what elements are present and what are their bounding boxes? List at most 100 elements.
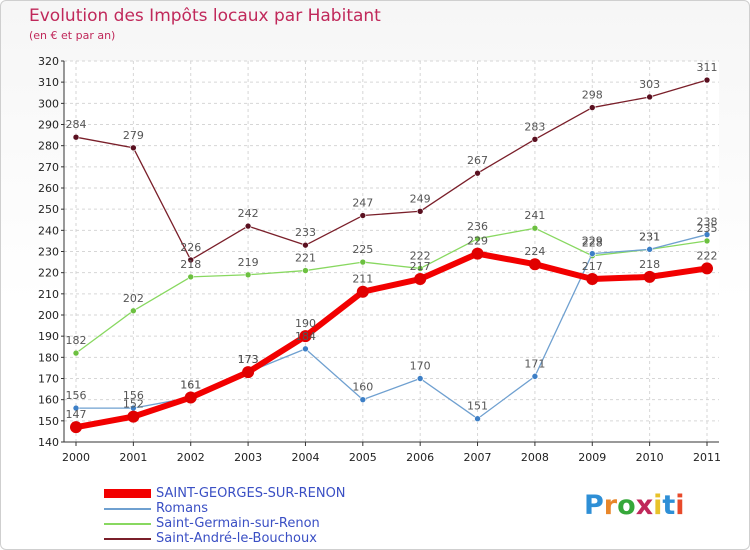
x-tick-label: 2003 [234,451,262,464]
data-point [416,375,424,382]
legend-label: Saint-Germain-sur-Renon [156,516,320,531]
x-tick-label: 2002 [177,451,205,464]
data-point [531,224,539,232]
data-label: 238 [697,216,718,229]
data-label: 235 [697,222,718,235]
data-label: 182 [66,334,87,347]
data-point [474,235,481,243]
data-label: 217 [582,260,603,273]
logo-letter: i [675,490,685,521]
legend-swatch [104,538,151,540]
data-label: 231 [639,230,660,243]
data-point [302,345,309,353]
data-label: 267 [467,154,488,167]
y-tick-label: 160 [38,394,59,407]
data-point [359,258,367,266]
proxiti-logo: Proxiti [584,490,685,521]
logo-letter: o [617,490,636,521]
y-tick-label: 240 [38,224,59,237]
x-tick-label: 2001 [119,451,147,464]
data-point [72,133,80,141]
data-point [72,349,80,357]
data-label: 161 [180,379,201,392]
data-point [474,415,481,423]
data-label: 156 [66,389,87,402]
data-label: 219 [238,256,259,269]
data-label: 242 [238,207,259,220]
data-point [70,421,82,434]
legend-label: SAINT-GEORGES-SUR-RENON [156,486,346,501]
data-label: 279 [123,129,144,142]
data-point [701,262,713,275]
y-tick-label: 300 [38,97,59,110]
data-point [242,366,255,379]
y-tick-label: 150 [38,415,59,428]
data-label: 217 [410,260,431,273]
data-point [588,104,596,111]
legend-swatch [104,489,151,498]
data-label: 236 [467,220,488,233]
data-point [302,241,309,249]
x-tick-label: 2008 [521,451,549,464]
data-label: 225 [352,243,373,256]
data-label: 221 [295,252,316,265]
y-tick-label: 320 [38,55,59,68]
data-point [646,246,653,253]
data-label: 156 [123,389,144,402]
data-label: 224 [524,245,545,258]
data-label: 218 [639,258,660,271]
data-label: 226 [180,241,201,254]
data-point [474,169,481,177]
data-label: 222 [697,249,718,262]
data-label: 241 [524,209,545,222]
y-tick-label: 290 [38,119,59,132]
y-tick-label: 140 [38,436,59,449]
data-label: 218 [180,258,201,271]
data-point [187,273,195,281]
legend-swatch [104,508,151,510]
data-point [359,212,367,219]
data-point [646,93,653,101]
data-point [130,307,137,315]
data-label: 173 [238,353,259,366]
data-label: 161 [180,379,201,392]
y-tick-label: 310 [38,76,59,89]
series-line-saint-germain-sur-renon [75,227,708,354]
data-point [130,144,137,152]
y-tick-label: 230 [38,246,59,259]
x-tick-label: 2005 [349,451,377,464]
data-point [416,207,424,215]
series-line-saint-andré-le-bouchoux [75,79,708,261]
data-point [244,271,252,279]
data-label: 229 [582,235,603,248]
logo-letter: i [653,490,663,521]
data-point [359,396,367,403]
y-tick-label: 200 [38,309,59,322]
data-point [588,250,596,257]
data-label: 233 [295,226,316,239]
data-label: 152 [123,398,144,411]
data-label: 303 [639,78,660,91]
y-tick-label: 170 [38,373,59,386]
data-label: 184 [295,330,316,343]
data-label: 173 [238,353,259,366]
y-tick-label: 190 [38,330,59,343]
x-tick-label: 2006 [406,451,434,464]
data-point [127,410,140,423]
data-point [528,258,541,271]
data-point [643,270,656,283]
x-tick-label: 2010 [636,451,664,464]
data-label: 171 [524,357,545,370]
logo-letter: r [603,490,618,521]
data-point [586,273,599,286]
logo-letter: x [635,490,654,521]
data-label: 298 [582,89,603,102]
data-point [416,265,424,272]
data-label: 311 [697,61,718,74]
data-label: 160 [352,381,373,394]
data-label: 170 [410,360,431,373]
data-point [184,391,197,404]
legend-swatch [104,523,151,525]
